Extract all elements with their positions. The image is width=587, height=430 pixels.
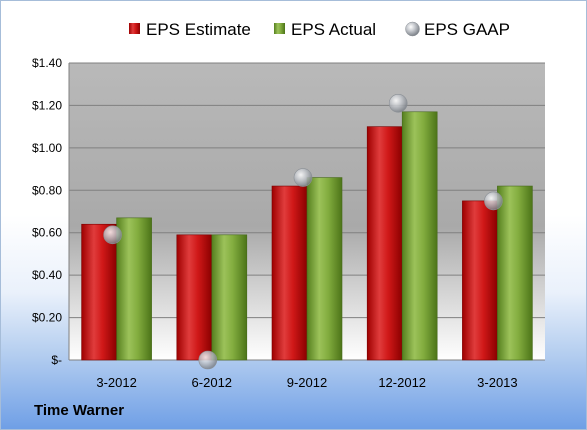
y-tick-label: $1.00 <box>32 141 62 155</box>
company-label: Time Warner <box>34 402 125 419</box>
y-tick-label: $0.60 <box>32 226 62 240</box>
y-tick-label: $1.40 <box>32 56 62 70</box>
bar-eps-estimate <box>81 223 117 361</box>
x-tick-label: 9-2012 <box>287 375 327 390</box>
y-tick-label: $- <box>51 353 62 367</box>
bar-eps-estimate <box>271 185 308 361</box>
bar-eps-actual <box>401 111 438 361</box>
x-tick-label: 3-2013 <box>477 375 517 390</box>
bar-eps-actual <box>211 234 248 361</box>
bar-eps-estimate <box>462 200 498 361</box>
bar-eps-actual <box>497 185 533 361</box>
y-tick-label: $0.40 <box>32 268 62 282</box>
x-tick-label: 6-2012 <box>192 375 232 390</box>
legend-label: EPS Actual <box>291 20 376 39</box>
legend-label: EPS GAAP <box>424 20 510 39</box>
legend-marker <box>405 21 420 37</box>
y-tick-label: $0.80 <box>32 183 62 197</box>
y-tick-label: $1.20 <box>32 98 62 112</box>
marker-eps-gaap <box>103 225 122 245</box>
marker-eps-gaap <box>198 350 218 370</box>
x-tick-label: 3-2012 <box>96 375 136 390</box>
legend-swatch <box>129 23 140 34</box>
marker-eps-gaap <box>484 191 503 211</box>
bar-eps-estimate <box>176 234 213 361</box>
bar-eps-estimate <box>366 126 403 361</box>
legend-swatch <box>274 23 285 34</box>
marker-eps-gaap <box>293 168 313 187</box>
legend-label: EPS Estimate <box>146 20 251 39</box>
bar-eps-actual <box>116 217 152 361</box>
bar-eps-actual <box>306 177 343 361</box>
x-tick-label: 12-2012 <box>378 375 426 390</box>
y-tick-label: $0.20 <box>32 311 62 325</box>
marker-eps-gaap <box>388 94 408 113</box>
